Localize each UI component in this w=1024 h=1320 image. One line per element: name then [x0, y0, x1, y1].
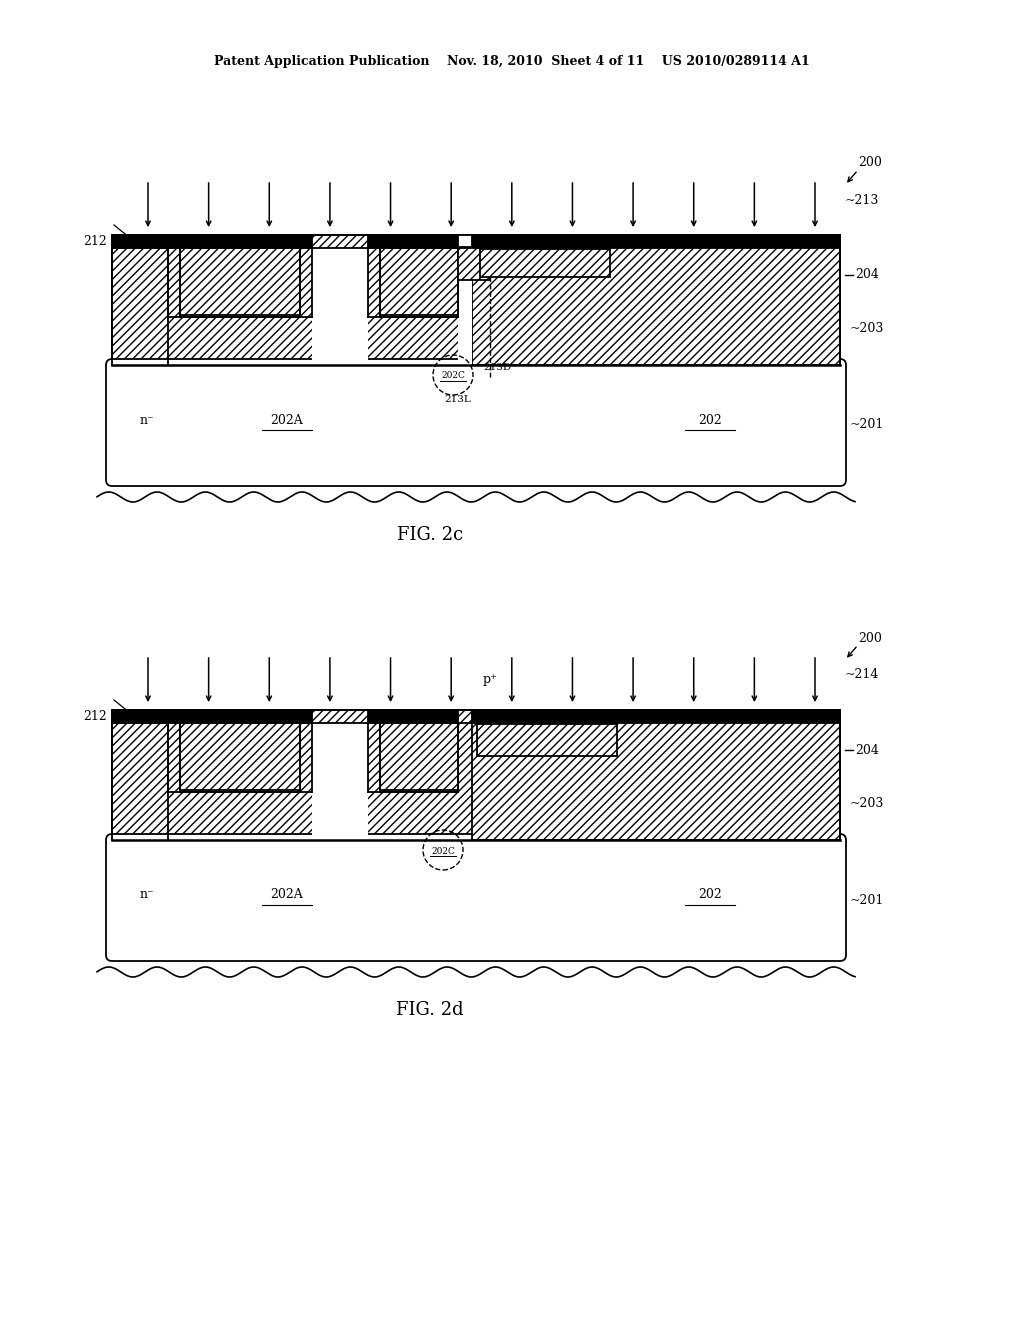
Text: 200: 200: [858, 631, 882, 644]
Bar: [380, 248, 458, 317]
Text: ~203: ~203: [850, 797, 885, 810]
Text: 203B: 203B: [224, 752, 256, 766]
Bar: [472, 710, 840, 722]
Text: 203A: 203A: [397, 764, 428, 777]
FancyBboxPatch shape: [106, 359, 846, 486]
Bar: [180, 723, 300, 792]
Text: 213L: 213L: [444, 396, 471, 404]
Text: ~201: ~201: [850, 894, 885, 907]
Text: 202: 202: [698, 413, 722, 426]
Text: 212: 212: [83, 710, 106, 723]
Bar: [380, 723, 458, 792]
Text: 205: 205: [528, 734, 551, 747]
Bar: [480, 249, 610, 277]
Text: 200: 200: [858, 157, 882, 169]
Text: 202: 202: [698, 888, 722, 902]
Text: 202A: 202A: [270, 888, 303, 902]
Bar: [312, 248, 368, 366]
Bar: [180, 248, 300, 317]
Text: 212: 212: [83, 235, 106, 248]
Bar: [380, 723, 458, 792]
Text: p⁺: p⁺: [482, 673, 498, 686]
Text: ~214: ~214: [845, 668, 880, 681]
Bar: [112, 710, 840, 840]
Bar: [368, 710, 458, 723]
Bar: [472, 710, 840, 840]
Text: ~203: ~203: [850, 322, 885, 335]
Text: 202A: 202A: [270, 413, 303, 426]
Bar: [168, 235, 312, 248]
Text: 205: 205: [527, 256, 550, 269]
Bar: [472, 235, 840, 366]
Text: n⁻: n⁻: [139, 888, 155, 902]
Bar: [112, 710, 168, 723]
Bar: [180, 723, 300, 792]
Text: 203B: 203B: [224, 277, 256, 290]
Text: 203A: 203A: [397, 290, 428, 302]
Bar: [472, 235, 840, 247]
Text: ~213: ~213: [845, 194, 880, 206]
Text: 204: 204: [855, 268, 879, 281]
Text: 213D: 213D: [483, 363, 511, 371]
Bar: [458, 235, 472, 366]
Bar: [180, 248, 300, 317]
Text: 202C: 202C: [441, 371, 465, 380]
Bar: [168, 710, 312, 723]
Text: n⁻: n⁻: [139, 413, 155, 426]
Bar: [368, 235, 458, 248]
Text: 204: 204: [855, 743, 879, 756]
Bar: [380, 248, 458, 317]
Text: 202C: 202C: [431, 846, 455, 855]
Text: FIG. 2c: FIG. 2c: [397, 525, 463, 544]
Text: Patent Application Publication    Nov. 18, 2010  Sheet 4 of 11    US 2010/028911: Patent Application Publication Nov. 18, …: [214, 55, 810, 69]
Bar: [458, 247, 490, 280]
Bar: [312, 723, 368, 840]
Text: 203R: 203R: [396, 256, 428, 269]
Bar: [477, 723, 617, 756]
Bar: [112, 235, 168, 248]
FancyBboxPatch shape: [106, 834, 846, 961]
Text: ~201: ~201: [850, 418, 885, 432]
Text: FIG. 2d: FIG. 2d: [396, 1001, 464, 1019]
Bar: [112, 235, 840, 366]
